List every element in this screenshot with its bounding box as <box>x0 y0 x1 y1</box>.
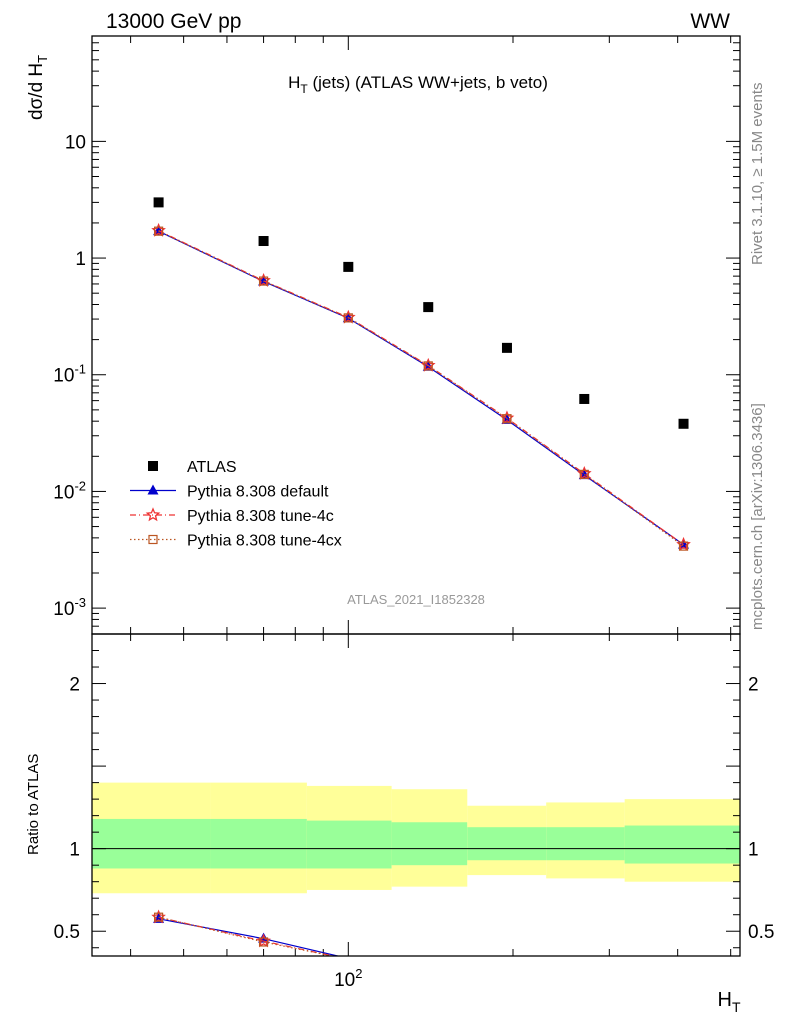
ratio-y-axis-label: Ratio to ATLAS <box>25 754 42 855</box>
data-point-square <box>423 302 434 313</box>
data-point-square <box>678 418 689 429</box>
inner-band-bin <box>546 827 625 861</box>
rivet-label: Rivet 3.1.10, ≥ 1.5M events <box>749 83 766 266</box>
main-panel: 10 1 10-1 10-2 10-3 <box>53 35 741 956</box>
ratio-frame <box>91 633 741 957</box>
series-atlas <box>153 197 689 429</box>
x-tick-label: 102 <box>334 966 362 991</box>
data-point-open-square <box>258 276 269 286</box>
ratio-y-tick-label-left: 0.5 <box>54 922 80 943</box>
data-point-star <box>145 507 161 522</box>
y-tick-label: 1 <box>75 249 86 270</box>
legend-entry: ATLAS <box>148 459 237 476</box>
data-point-square <box>343 261 354 272</box>
uncertainty-bands <box>92 782 740 894</box>
data-point-open-square <box>579 469 589 479</box>
series-line <box>158 230 684 546</box>
x-axis-label: HT <box>717 989 740 1015</box>
inner-band-bin <box>306 820 392 869</box>
data-point-square <box>579 393 590 404</box>
data-point-square <box>501 342 512 353</box>
inner-band-bin <box>624 825 740 864</box>
legend: ATLAS Pythia 8.308 default Pythia 8.308 tu… <box>130 459 342 550</box>
ratio-line <box>158 918 341 956</box>
main-y-axis-label: dσ/d HT <box>26 55 50 120</box>
ratio-panel: 0.5 0.5 1 1 2 2 102 <box>54 633 774 991</box>
y-tick-label: 10-3 <box>53 595 86 620</box>
legend-entry: Pythia 8.308 tune-4cx <box>130 533 342 550</box>
data-point-square <box>148 461 158 471</box>
ratio-series <box>151 909 341 956</box>
y-tick-label: 10-1 <box>53 362 86 387</box>
legend-entry: Pythia 8.308 default <box>130 484 329 501</box>
process-label: WW <box>690 10 730 33</box>
series-pythia-8-308-tune-4c <box>151 222 691 551</box>
data-point-triangle <box>147 484 159 495</box>
ratio-line <box>158 916 336 956</box>
legend-entry: Pythia 8.308 tune-4c <box>130 507 334 525</box>
mcplots-label: mcplots.cern.ch [arXiv:1306.3436] <box>749 403 766 630</box>
ratio-series-pythia-8-308-default <box>153 912 341 956</box>
series-line <box>158 230 684 547</box>
ratio-y-tick-label-right: 1 <box>748 840 759 861</box>
main-y-axis: 10 1 10-1 10-2 10-3 <box>53 35 740 635</box>
y-tick-label: 10-2 <box>53 478 86 503</box>
data-point-open-square <box>148 534 158 545</box>
data-point-open-square <box>153 226 164 236</box>
data-point-open-square <box>258 937 269 947</box>
analysis-watermark: ATLAS_2021_I1852328 <box>347 592 485 607</box>
data-point-open-square <box>423 361 433 371</box>
data-point-open-square <box>502 414 512 424</box>
ratio-series-pythia-8-308-tune-4cx <box>153 912 336 956</box>
ratio-y-tick-label-right: 0.5 <box>748 922 774 943</box>
inner-band-bin <box>92 818 211 869</box>
data-point-square <box>153 197 164 208</box>
data-point-open-square <box>153 912 164 922</box>
main-title: HT (jets) (ATLAS WW+jets, b veto) <box>288 73 548 96</box>
energy-label: 13000 GeV pp <box>106 10 241 33</box>
data-point-open-square <box>343 313 353 323</box>
inner-band-bin <box>391 822 468 866</box>
inner-band-bin <box>467 827 547 861</box>
legend-label: Pythia 8.308 tune-4c <box>187 508 334 525</box>
series-pythia-8-308-tune-4cx <box>153 226 689 551</box>
ratio-y-axis: 0.5 0.5 1 1 2 2 <box>54 633 774 949</box>
ratio-y-tick-label-left: 2 <box>69 675 80 696</box>
legend-label: Pythia 8.308 default <box>187 484 329 501</box>
y-tick-label: 10 <box>65 132 86 153</box>
data-point-open-square <box>678 541 689 551</box>
inner-band-bin <box>210 818 307 869</box>
ratio-y-tick-label-left: 1 <box>69 840 80 861</box>
data-point-square <box>258 236 269 247</box>
legend-label: ATLAS <box>187 459 237 476</box>
ratio-y-tick-label-right: 2 <box>748 675 759 696</box>
legend-label: Pythia 8.308 tune-4cx <box>187 533 342 550</box>
